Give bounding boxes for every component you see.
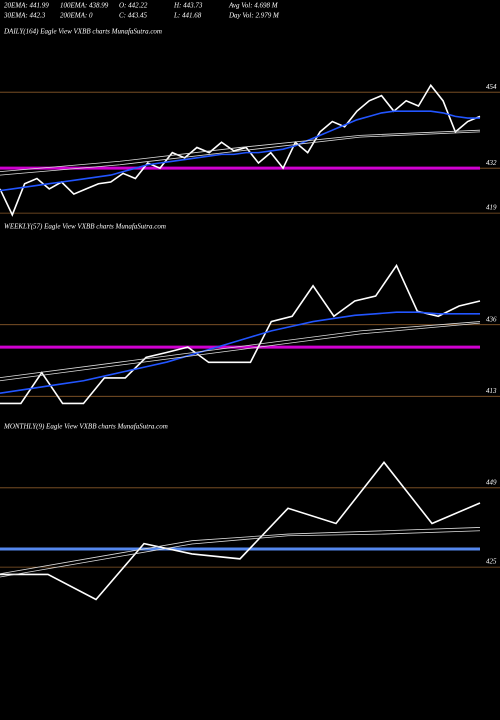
average-line bbox=[0, 321, 481, 379]
average-line bbox=[0, 311, 480, 394]
header-stat: C: 443.45 bbox=[119, 12, 148, 20]
header-stat: 30EMA: 442.3 bbox=[3, 12, 46, 20]
y-tick-label: 425 bbox=[486, 558, 497, 566]
y-tick-label: 419 bbox=[486, 204, 497, 212]
y-tick-label: 432 bbox=[486, 159, 497, 167]
average-line bbox=[0, 527, 481, 575]
y-tick-label: 449 bbox=[486, 478, 497, 486]
average-line bbox=[0, 129, 481, 173]
header-stat: 100EMA: 438.99 bbox=[60, 2, 109, 10]
average-line bbox=[0, 131, 481, 176]
header-stat: 20EMA: 441.99 bbox=[4, 2, 49, 10]
average-line bbox=[0, 322, 481, 382]
price-line bbox=[0, 263, 481, 405]
average-line bbox=[0, 110, 480, 192]
header-stat: 200EMA: 0 bbox=[60, 12, 93, 20]
y-tick-label: 413 bbox=[486, 387, 497, 395]
header-stat: L: 441.68 bbox=[173, 12, 202, 20]
y-tick-label: 436 bbox=[486, 315, 497, 323]
header-stat: O: 442.22 bbox=[119, 2, 148, 10]
average-line bbox=[0, 530, 481, 578]
header-stat: Day Vol: 2.979 M bbox=[228, 12, 280, 20]
header-stat: Avg Vol: 4.698 M bbox=[228, 2, 279, 10]
panel-title: WEEKLY(57) Eagle View VXBB charts Munafa… bbox=[4, 223, 166, 231]
panel-title: DAILY(164) Eagle View VXBB charts Munafa… bbox=[3, 28, 162, 36]
price-line bbox=[0, 83, 481, 217]
header-stat: H: 443.73 bbox=[173, 2, 203, 10]
price-line bbox=[0, 461, 481, 601]
y-tick-label: 454 bbox=[486, 83, 497, 91]
panel-title: MONTHLY(9) Eagle View VXBB charts Munafa… bbox=[3, 423, 168, 431]
